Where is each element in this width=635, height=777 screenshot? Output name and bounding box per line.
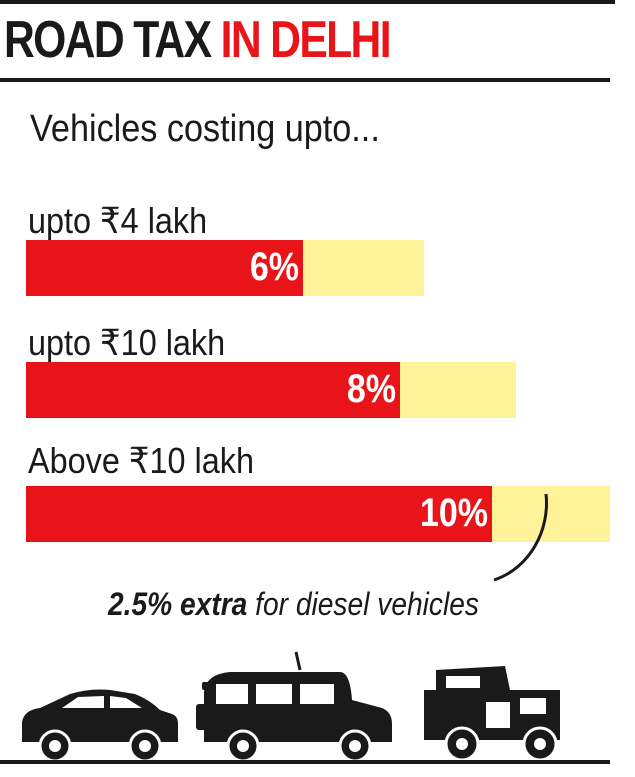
bar (26, 362, 400, 418)
chart-title: ROAD TAX IN DELHI (4, 8, 392, 72)
car-icon (22, 689, 178, 760)
vehicle-illustrations (22, 651, 560, 760)
suv-icon (196, 651, 392, 760)
diesel-note-bold: 2.5% extra (108, 586, 248, 622)
category-label: upto ₹10 lakh (28, 322, 226, 363)
diesel-note: 2.5% extra for diesel vehicles (108, 586, 479, 623)
jeep-icon (424, 666, 560, 760)
title-part-1: ROAD TAX (4, 11, 212, 69)
bar-value-label: 6% (249, 245, 299, 289)
title-part-2: IN DELHI (220, 11, 392, 69)
bar-value-label: 8% (346, 367, 396, 411)
category-label: Above ₹10 lakh (28, 440, 254, 481)
note-pointer (493, 493, 548, 582)
chart-subtitle: Vehicles costing upto... (30, 108, 380, 150)
bar (26, 486, 492, 542)
bottom-rule (0, 760, 610, 764)
diesel-note-text: for diesel vehicles (247, 586, 479, 622)
category-label: upto ₹4 lakh (28, 200, 208, 241)
bar (26, 240, 303, 296)
top-border (0, 0, 615, 4)
title-rule (0, 78, 610, 82)
bar-value-label: 10% (419, 491, 488, 535)
